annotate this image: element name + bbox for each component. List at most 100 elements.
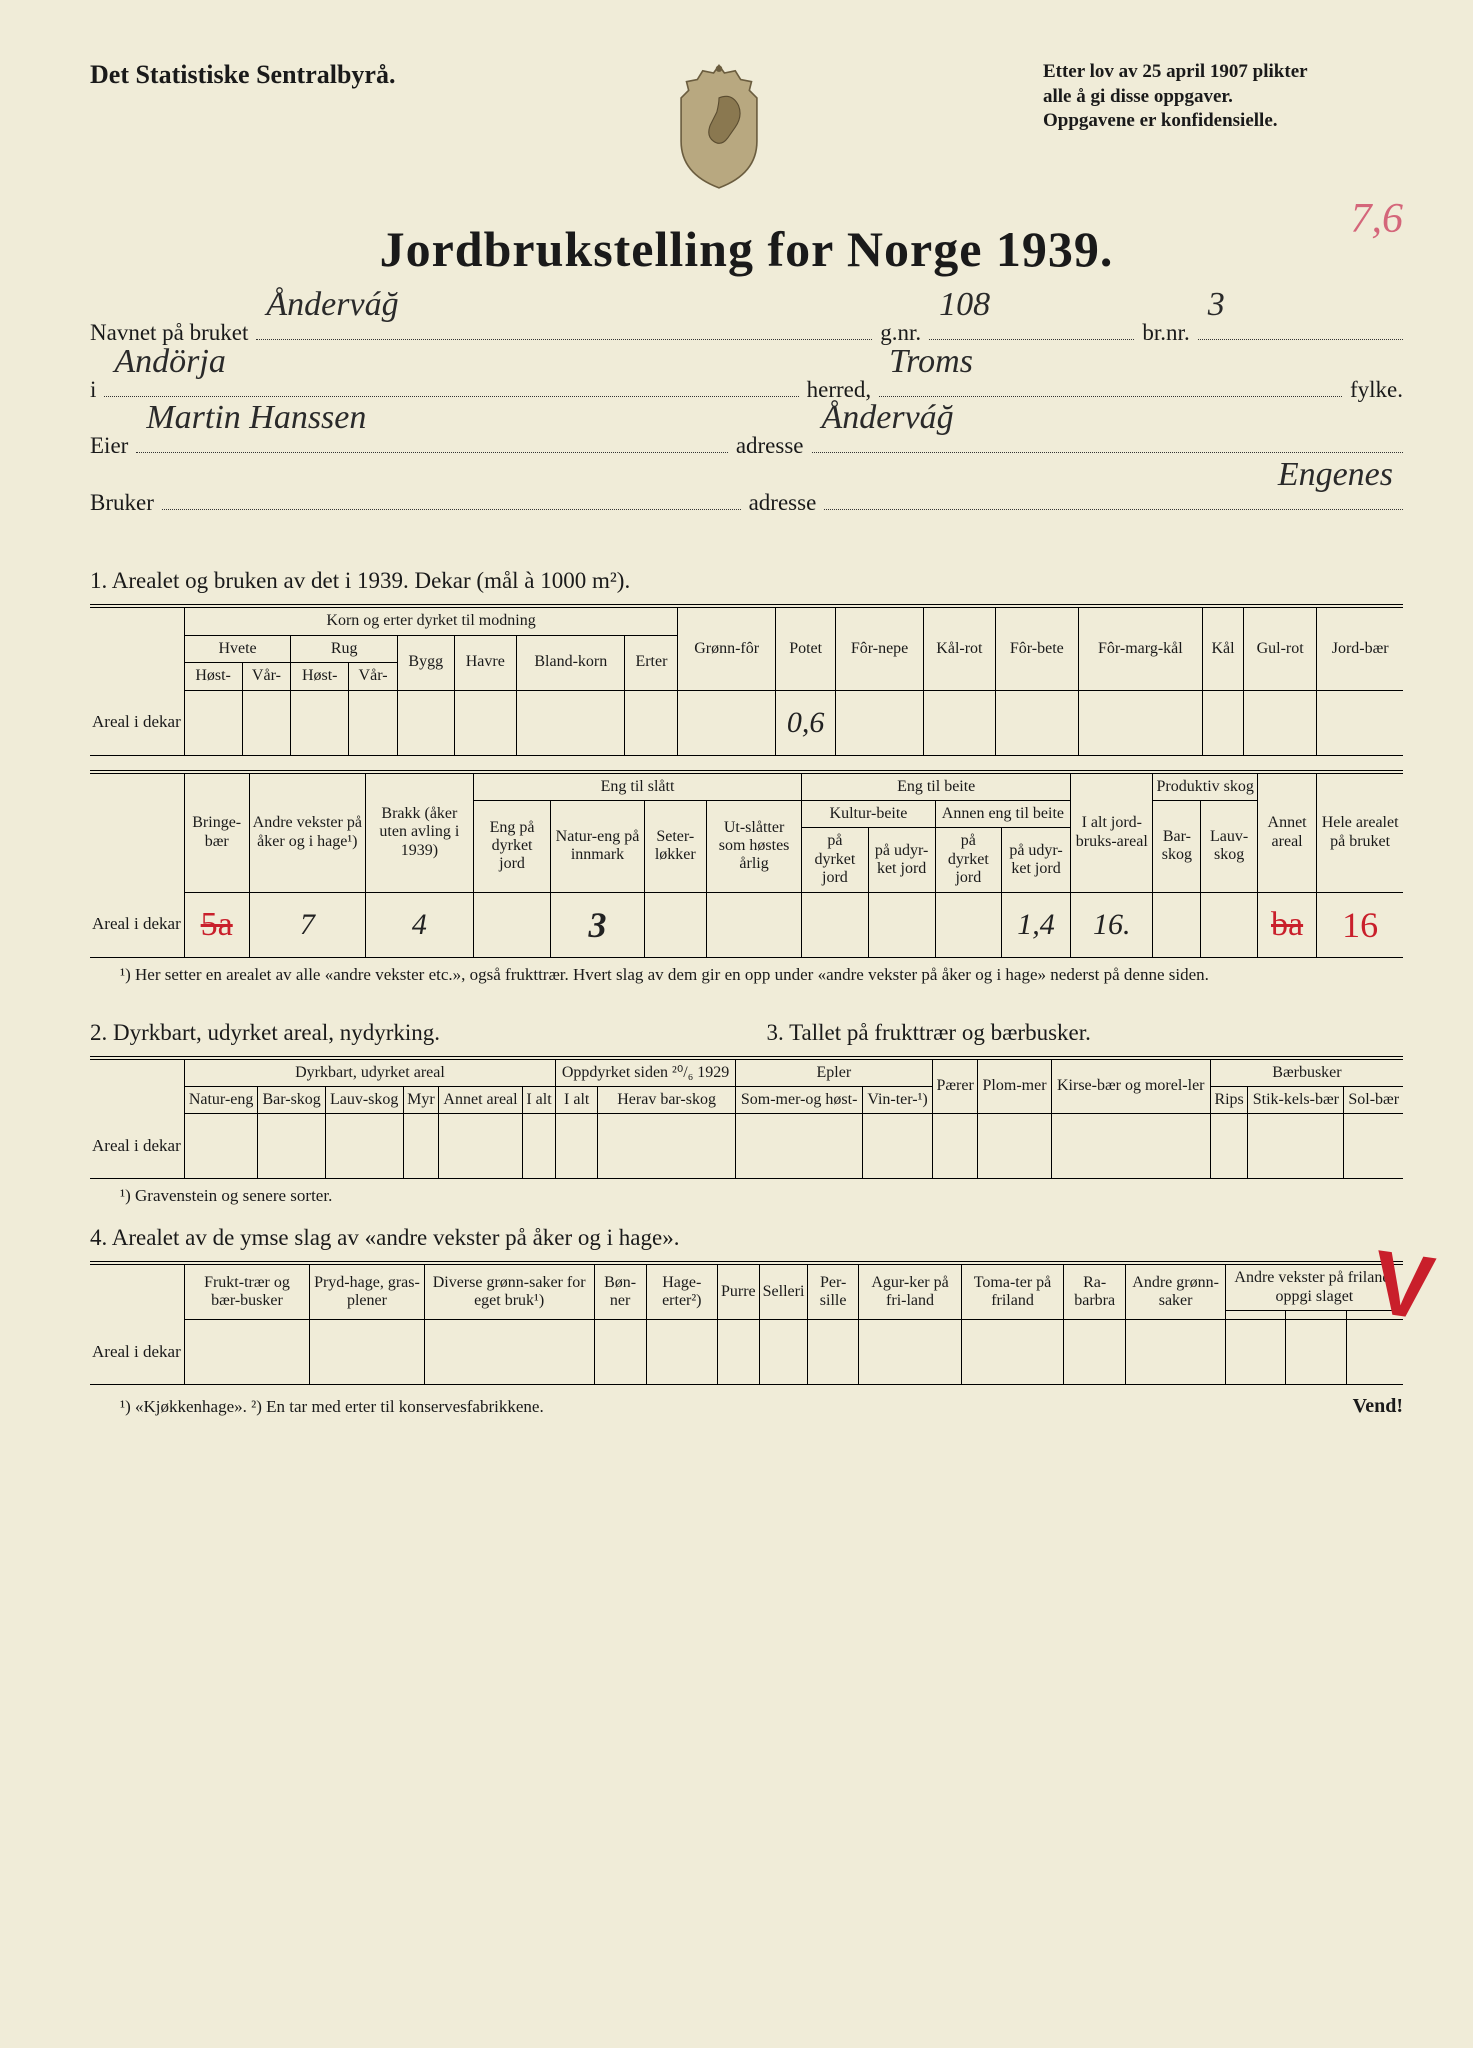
th-bringebaer: Bringe-bær	[184, 772, 249, 892]
th-andre-gronn: Andre grønn-saker	[1126, 1263, 1225, 1319]
row-label-2: Areal i dekar	[90, 1114, 184, 1179]
th-blandkorn: Bland-korn	[517, 635, 625, 690]
th-hageerter: Hage-erter²)	[646, 1263, 717, 1319]
th-plommer: Plom-mer	[978, 1058, 1051, 1114]
cell-potet: 0,6	[775, 690, 835, 755]
th-forbete: Fôr-bete	[995, 606, 1078, 690]
cell-annet-strike: ba	[1271, 906, 1303, 943]
section1-footnote: ¹) Her setter en arealet av alle «andre …	[120, 964, 1403, 986]
eier-label: Eier	[90, 421, 128, 472]
th-kb-dyrket: på dyrket jord	[802, 828, 868, 892]
th-s3-rips: Rips	[1210, 1086, 1247, 1113]
th-var1: Vår-	[242, 663, 291, 690]
th-purre: Purre	[717, 1263, 759, 1319]
th-annen-eng: Annen eng til beite	[935, 800, 1070, 827]
th-diverse: Diverse grønn-saker for eget bruk¹)	[424, 1263, 594, 1319]
th-seter: Seter-løkker	[644, 800, 706, 892]
th-kirsebaer: Kirse-bær og morel-ler	[1051, 1058, 1210, 1114]
th-s2-herav: Herav bar-skog	[598, 1086, 736, 1113]
brnr-value: 3	[1208, 268, 1225, 343]
th-potet: Potet	[775, 606, 835, 690]
section4-footnote: ¹) «Kjøkkenhage». ²) En tar med erter ti…	[120, 1396, 544, 1418]
cell-natureng: 3	[551, 892, 644, 957]
handwritten-annotation: 7,6	[1351, 195, 1404, 243]
cell-ialt: 16.	[1071, 892, 1153, 957]
i-label: i	[90, 365, 96, 416]
th-eng-slatt: Eng til slått	[473, 772, 801, 801]
section2-title: 2. Dyrkbart, udyrket areal, nydyrking.	[90, 1020, 727, 1046]
legal-line-2: alle å gi disse oppgaver.	[1043, 85, 1403, 110]
th-s2-lauvskog: Lauv-skog	[325, 1086, 403, 1113]
th-prydhage: Pryd-hage, gras-plener	[310, 1263, 424, 1319]
red-checkmark: V	[1366, 1231, 1440, 1341]
th-barskog: Bar-skog	[1153, 800, 1201, 892]
th-jordbaer: Jord-bær	[1317, 606, 1403, 690]
th-host1: Høst-	[184, 663, 242, 690]
th-ae-udyrket: på udyr-ket jord	[1001, 828, 1070, 892]
section-2-3-row: 2. Dyrkbart, udyrket areal, nydyrking. 3…	[90, 1002, 1403, 1056]
th-selleri: Selleri	[759, 1263, 808, 1319]
section4-table: Frukt-trær og bær-busker Pryd-hage, gras…	[90, 1261, 1403, 1385]
row-label-1b: Areal i dekar	[90, 892, 184, 957]
th-bonner: Bøn-ner	[594, 1263, 646, 1319]
th-fornepe: Fôr-nepe	[836, 606, 923, 690]
th-annet-areal: Annet areal	[1257, 772, 1316, 892]
eier-value: Martin Hanssen	[146, 381, 366, 456]
th-s2-annet: Annet areal	[439, 1086, 523, 1113]
th-gulrot: Gul-rot	[1243, 606, 1316, 690]
legal-line-1: Etter lov av 25 april 1907 plikter	[1043, 60, 1403, 85]
th-eng-beite: Eng til beite	[802, 772, 1071, 801]
th-rabarbra: Ra-barbra	[1063, 1263, 1126, 1319]
th-natureng: Natur-eng på innmark	[551, 800, 644, 892]
th-var2: Vår-	[349, 663, 398, 690]
navnet-value: Ånderváğ	[266, 268, 398, 343]
th-gronnfor: Grønn-fôr	[678, 606, 776, 690]
th-frukttraer: Frukt-trær og bær-busker	[184, 1263, 309, 1319]
legal-notice: Etter lov av 25 april 1907 plikter alle …	[1043, 60, 1403, 134]
row-label-1a: Areal i dekar	[90, 690, 184, 755]
th-bygg: Bygg	[397, 635, 454, 690]
th-s2-barskog: Bar-skog	[258, 1086, 325, 1113]
th-havre: Havre	[454, 635, 517, 690]
brnr-label: br.nr.	[1142, 308, 1189, 359]
th-korn: Korn og erter dyrket til modning	[184, 606, 678, 635]
th-tomater: Toma-ter på friland	[962, 1263, 1064, 1319]
cell-annen-udyr: 1,4	[1001, 892, 1070, 957]
th-s2-ialt2: I alt	[556, 1086, 598, 1113]
th-s2-myr: Myr	[403, 1086, 439, 1113]
section-2-3-table: Dyrkbart, udyrket areal Oppdyrket siden …	[90, 1056, 1403, 1180]
row-label-4: Areal i dekar	[90, 1320, 184, 1385]
th-s3-stikkels: Stik-kels-bær	[1248, 1086, 1344, 1113]
section2-footnote: ¹) Gravenstein og senere sorter.	[120, 1185, 1403, 1207]
th-erter: Erter	[625, 635, 678, 690]
th-s3-vinter: Vin-ter-¹)	[863, 1086, 932, 1113]
section1-table-b: Bringe-bær Andre vekster på åker og i ha…	[90, 770, 1403, 958]
th-s2-ialt: I alt	[522, 1086, 555, 1113]
coat-of-arms	[664, 60, 774, 190]
legal-line-3: Oppgavene er konfidensielle.	[1043, 109, 1403, 134]
cell-brakk: 4	[365, 892, 473, 957]
th-ae-dyrket: på dyrket jord	[935, 828, 1001, 892]
th-hvete: Hvete	[184, 635, 291, 662]
section3-title: 3. Tallet på frukttrær og bærbusker.	[767, 1020, 1404, 1046]
th-prod-skog: Produktiv skog	[1153, 772, 1257, 801]
th-kulturbeite: Kultur-beite	[802, 800, 935, 827]
th-paerer: Pærer	[932, 1058, 978, 1114]
bruker-label: Bruker	[90, 478, 154, 529]
th-dyrkbart: Dyrkbart, udyrket areal	[184, 1058, 555, 1087]
eier-adresse-label: adresse	[736, 421, 804, 472]
cell-andre: 7	[249, 892, 365, 957]
section1-title: 1. Arealet og bruken av det i 1939. Deka…	[90, 568, 1403, 594]
document-page: Det Statistiske Sentralbyrå. Etter lov a…	[0, 0, 1473, 2048]
eier-adresse-value2: Engenes	[1278, 438, 1393, 513]
form-fields: Navnet på bruket Ånderváğ g.nr. 108 br.n…	[90, 308, 1403, 528]
th-oppdyrket: Oppdyrket siden ²⁰/₆ 1929	[556, 1058, 736, 1087]
th-brakk: Brakk (åker uten avling i 1939)	[365, 772, 473, 892]
th-s2-natureng: Natur-eng	[184, 1086, 258, 1113]
th-lauvskog: Lauv-skog	[1201, 800, 1258, 892]
cell-hele: 16	[1342, 905, 1378, 945]
th-ialt: I alt jord-bruks-areal	[1071, 772, 1153, 892]
th-s3-solbaer: Sol-bær	[1344, 1086, 1403, 1113]
th-utslatter: Ut-slåtter som høstes årlig	[706, 800, 801, 892]
th-kb-udyrket: på udyr-ket jord	[868, 828, 935, 892]
